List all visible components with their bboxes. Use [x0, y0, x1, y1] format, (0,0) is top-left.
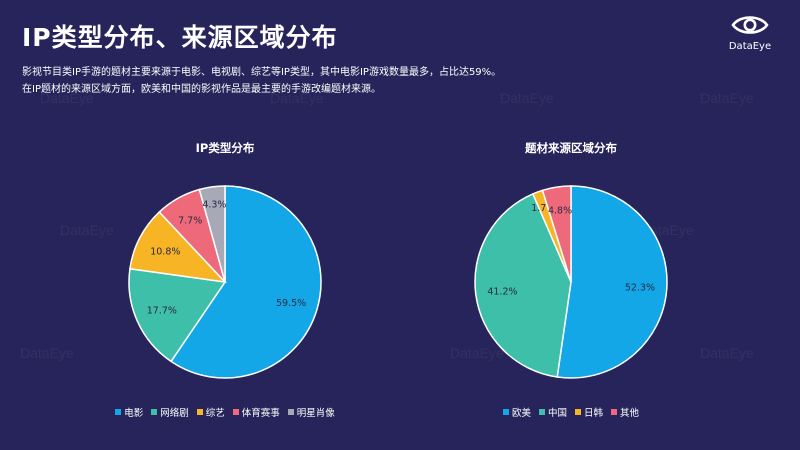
legend-label: 电影 [124, 408, 144, 419]
legend-item: 中国 [538, 405, 567, 419]
legend-item: 明星肖像 [287, 405, 335, 419]
legend-swatch [151, 409, 158, 415]
data-label: 59.5% [276, 298, 306, 309]
legend-item: 电影 [115, 405, 143, 419]
watermark: DataEye [450, 345, 504, 361]
legend-label: 日韩 [584, 408, 604, 419]
legend-label: 中国 [547, 408, 567, 419]
legend-item: 网络剧 [151, 405, 189, 419]
data-label: 52.3% [625, 282, 655, 293]
data-label: 1.7% [531, 203, 555, 214]
data-label: 41.2% [487, 287, 517, 298]
data-label: 17.7% [147, 306, 177, 317]
pie-slice [198, 185, 226, 283]
legend-label: 综艺 [205, 408, 225, 419]
legend-swatch [287, 409, 294, 415]
pie-svg: 52.3% 41.2% 1.7%4.8% [474, 185, 668, 379]
watermark: DataEye [700, 90, 754, 106]
eye-icon [731, 16, 769, 34]
legend-swatch [232, 409, 239, 415]
pie-slice [169, 185, 322, 379]
legend-item: 综艺 [196, 405, 225, 419]
chart-legend: 欧美 中国 日韩 其他 [446, 405, 696, 419]
dataeye-logo: DataEye [720, 14, 780, 52]
page-title: IP类型分布、来源区域分布 [22, 23, 338, 52]
pie-slice [556, 185, 668, 379]
legend-label: 网络剧 [160, 408, 189, 419]
data-label: 4.3% [202, 199, 226, 210]
watermark: DataEye [500, 90, 554, 106]
legend-swatch [538, 409, 545, 415]
logo-text: DataEye [728, 41, 772, 52]
source-region-pie-chart: 题材来源区域分布 52.3% 41.2% 1.7% 4.8% 欧美 中国 日韩 其他 [446, 140, 696, 430]
watermark: DataEye [700, 345, 754, 361]
watermark: DataEye [60, 222, 114, 238]
legend-item: 其他 [611, 405, 639, 419]
watermark: DataEye [20, 345, 74, 361]
pie-slice [474, 192, 572, 378]
legend-swatch [196, 409, 203, 415]
watermark: DataEye [40, 90, 94, 106]
description-line: 影视节目类IP手游的题材主要来源于电影、电视剧、综艺等IP类型，其中电影IP游戏… [22, 67, 502, 78]
legend-item: 欧美 [502, 405, 531, 419]
description: 影视节目类IP手游的题材主要来源于电影、电视剧、综艺等IP类型，其中电影IP游戏… [22, 64, 501, 98]
pie-slice [128, 267, 227, 363]
data-label: 4.8% [548, 205, 572, 216]
legend-item: 日韩 [575, 405, 603, 419]
chart-legend: 电影 网络剧 综艺 体育赛事 明星肖像 [100, 405, 350, 419]
data-label: 10.8% [150, 247, 180, 258]
legend-label: 明星肖像 [296, 408, 335, 419]
chart-title: 题材来源区域分布 [525, 141, 617, 155]
pie-svg: 59.5% 17.7% 10.8% 7.7%4.3% [128, 185, 322, 379]
pie-slice [541, 185, 572, 283]
watermark: DataEye [270, 90, 324, 106]
legend-swatch [575, 409, 581, 415]
chart-title: IP类型分布 [195, 141, 255, 155]
legend-swatch [502, 409, 509, 415]
data-label: 7.7% [178, 216, 202, 227]
legend-label: 体育赛事 [241, 408, 280, 419]
description-line: 在IP题材的来源区域方面，欧美和中国的影视作品是最主要的手游改编题材来源。 [22, 84, 381, 95]
legend-swatch [115, 409, 122, 415]
legend-item: 体育赛事 [232, 405, 280, 419]
legend-label: 其他 [620, 408, 640, 419]
legend-swatch [611, 409, 618, 415]
legend-label: 欧美 [511, 408, 531, 419]
ip-type-pie-chart: IP类型分布 59.5% 17.7% 10.8% 7.7% 4.3% 电影 网络剧 综艺 体育… [100, 140, 350, 430]
